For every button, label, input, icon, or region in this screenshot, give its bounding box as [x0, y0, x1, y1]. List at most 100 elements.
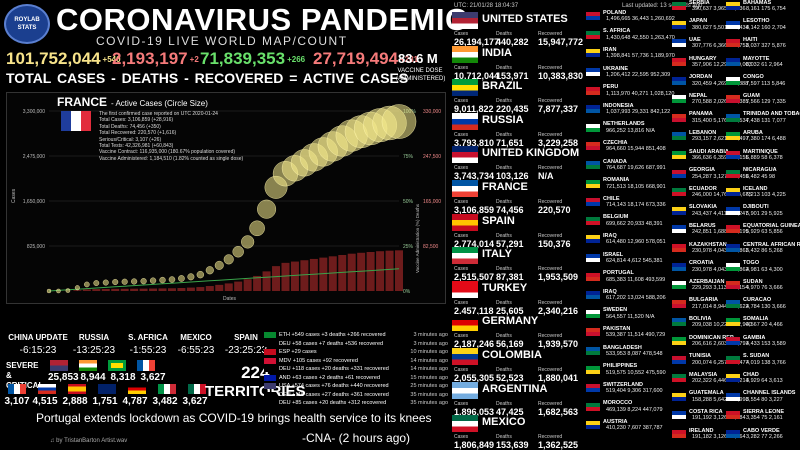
cases-label: Cases — [454, 31, 469, 37]
total-deaths: 2,193,197 +2 — [112, 49, 199, 69]
death-bar — [82, 289, 91, 291]
country-mini-text: SAUDI ARABIA 366,636 6,359 358,155 — [689, 149, 749, 162]
active-case-circle — [241, 235, 255, 249]
news-headline: Portugal extends lockdown as COVID-19 br… — [36, 411, 432, 425]
country-name: MALAYSIA — [689, 371, 718, 378]
spain-flag-icon — [68, 384, 86, 394]
country-mini-text: GEORGIA 254,287 3,127 246,459 — [689, 167, 749, 180]
country-name: CZECHIA — [603, 139, 628, 146]
severe-value: 4,787 — [122, 396, 148, 407]
country-flag-icon — [726, 299, 740, 308]
country-stat-labels: Cases Deaths Recovered — [454, 401, 580, 407]
country-stat-labels: Cases Deaths Recovered — [454, 65, 580, 71]
cases-value: 2,774,014 — [454, 238, 495, 249]
country-stats: 617,202 13,024 588,206 — [606, 295, 666, 302]
country-name: POLAND — [603, 9, 627, 16]
country-flag-icon — [452, 247, 478, 265]
india-flag-icon — [79, 360, 97, 371]
country-mini-row: DJIBOUTI 5,901 29 5,925 — [726, 204, 798, 218]
cases-value: 2,055,305 — [454, 373, 495, 383]
country-stats: 230,978 4,043 222,862 — [692, 248, 749, 255]
news-source: -CNA- (2 hours ago) — [302, 431, 411, 445]
country-flag-icon — [672, 299, 686, 308]
death-bar — [130, 288, 139, 291]
update-name: CHINA UPDATE — [8, 333, 68, 342]
country-stats: 1,398,841 57,736 1,189,970 — [606, 53, 675, 60]
country-flag-icon — [672, 58, 686, 67]
recovered-label: Recovered — [538, 199, 563, 205]
country-mini-row: CHANNEL ISLANDS 3,554 80 3,227 — [726, 390, 798, 404]
active-case-circle — [74, 285, 80, 291]
country-flag-icon — [672, 20, 686, 29]
country-mini-row: JORDAN 320,459 4,269 311,888 — [672, 74, 748, 87]
update-china: CHINA UPDATE -6:15:23 — [6, 333, 70, 356]
country-mini-row: TOGO 4,981 63 4,300 — [726, 260, 798, 273]
country-mini-row: MALAYSIA 202,322 6,446 151,214 — [672, 372, 749, 385]
cases-value: 26,194,177 — [454, 37, 500, 47]
country-stats: 209,038 10,226 152,900 — [692, 322, 752, 329]
country-flag-icon — [672, 430, 686, 439]
country-mini-text: CHILE 714,143 18,174 673,336 — [603, 196, 666, 209]
update-spain: SPAIN -23:25:23 — [214, 333, 278, 356]
feed-row: ESP +29 cases 10 minutes ago — [264, 348, 448, 357]
country-mini-text: ICELAND 6,213 103 4,225 — [743, 186, 786, 199]
deaths-value: 87,381 — [496, 272, 524, 283]
country-stats: 254,287 3,127 246,459 — [692, 173, 749, 180]
country-flag-icon — [264, 400, 276, 407]
live-update-feed: ETH +549 cases +3 deaths +266 recovered 3… — [264, 331, 448, 408]
country-mini-row: CHAD 3,929 64 3,613 — [726, 372, 798, 385]
death-bar — [101, 288, 110, 291]
country-name: ARUBA — [743, 129, 763, 136]
active-case-circle — [205, 266, 214, 275]
country-name: IRAQ — [603, 288, 617, 295]
country-mini-row: GUAM 7,566 129 7,335 — [726, 93, 798, 106]
recovered-value: 15,947,772 — [538, 37, 584, 47]
country-mini-row: BULGARIA 217,014 8,944 181,622 — [672, 297, 749, 311]
cases-value: 1,806,849 — [454, 440, 495, 450]
country-name: MOROCCO — [603, 400, 633, 407]
cases-value: 3,743,734 — [454, 171, 495, 182]
chart-info-line: Total Recovered: 220,570 (+1,616) — [99, 130, 177, 137]
feed-row: USA +574 cases +76 deaths +440 recovered… — [264, 382, 448, 391]
country-mini-text: COSTA RICA 191,192 3,126 23,384 — [689, 409, 746, 422]
severe-value: 3,627 — [140, 372, 166, 383]
country-mini-row: NICARAGUA 6,482 45 98 — [726, 167, 798, 180]
feed-text: DEU +85 cases +20 deaths +312 recovered — [279, 400, 387, 407]
recovered-value: 1,939,570 — [538, 339, 579, 350]
country-flag-icon — [586, 161, 600, 170]
country-mini-row: SUDAN 4,970 76 3,666 — [726, 279, 798, 292]
active-case-circle — [65, 288, 71, 293]
country-stat-labels: Cases Deaths Recovered — [454, 199, 580, 205]
country-flag-icon — [726, 76, 740, 85]
country-flag-icon — [586, 198, 600, 207]
death-bar — [73, 290, 82, 291]
active-case-circle — [168, 276, 176, 283]
country-stats: 4,981 63 4,300 — [746, 266, 783, 273]
utc-clock: UTC: 21/01/28 18:04:37 — [454, 3, 519, 9]
recovered-value: 7,877,337 — [538, 104, 579, 115]
country-name: CURACAO — [743, 297, 772, 304]
deaths-label: Deaths — [496, 232, 512, 239]
country-stats: 4,784 130 3,666 — [746, 303, 786, 310]
country-name: SAUDI ARABIA — [689, 148, 729, 155]
country-name: SLOVAKIA — [689, 204, 718, 211]
country-name: UAE — [689, 36, 701, 43]
country-flag-icon — [726, 411, 740, 420]
country-stats: 539,387 11,514 490,729 — [606, 332, 666, 339]
country-flag-icon — [586, 86, 600, 95]
country-entry: BRAZIL Cases Deaths Recovered 9,011,822 220,4… — [452, 79, 582, 119]
feed-text: DEU +118 cases +20 deaths +331 recovered — [279, 366, 389, 373]
update-name: S. AFRICA — [128, 333, 168, 342]
country-flag-icon — [726, 20, 740, 29]
country-stats: 685,383 11,608 493,599 — [606, 276, 666, 283]
country-flag-icon — [726, 225, 740, 234]
roylab-logo: ROYLAB STATS — [4, 4, 50, 44]
chart-subtitle: - Active Cases (Circle Size) — [111, 99, 208, 108]
feed-time-ago: 15 minutes ago — [410, 374, 448, 381]
update-russia: RUSSIA -13:25:23 — [62, 333, 126, 356]
country-mini-row: CONGO 7,597 113 5,846 — [726, 74, 798, 87]
country-mini-row: MOROCCO 469,139 8,224 447,079 — [586, 400, 674, 414]
country-stats: 8,032 61 2,964 — [746, 62, 783, 69]
country-mini-text: SERBIA 390,637 3,965 31,536 — [689, 0, 746, 13]
country-mini-text: INDONESIA 1,037,993 29,331 842,122 — [603, 103, 670, 116]
